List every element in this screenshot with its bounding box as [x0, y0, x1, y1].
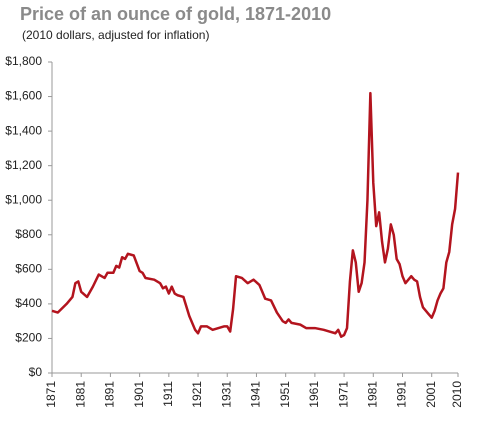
x-tick-label: 2001: [424, 381, 438, 408]
y-tick-label: $600: [15, 262, 42, 276]
y-tick-label: $1,800: [5, 54, 42, 68]
y-tick-label: $400: [15, 296, 42, 310]
chart-title: Price of an ounce of gold, 1871-2010: [20, 4, 331, 24]
x-tick-label: 1891: [103, 381, 117, 408]
x-tick-label: 1921: [190, 381, 204, 408]
x-tick-label: 1971: [336, 381, 350, 408]
y-tick-label: $1,200: [5, 158, 42, 172]
x-tick-label: 1881: [73, 381, 87, 408]
y-tick-label: $800: [15, 227, 42, 241]
x-tick-label: 1931: [219, 381, 233, 408]
chart-subtitle: (2010 dollars, adjusted for inflation): [22, 28, 209, 42]
x-tick-label: 1911: [161, 381, 175, 407]
y-tick-label: $200: [15, 331, 42, 345]
y-tick-label: $1,400: [5, 123, 42, 137]
y-tick-label: $0: [29, 365, 43, 379]
x-tick-label: 1901: [132, 381, 146, 408]
y-tick-label: $1,000: [5, 192, 42, 206]
x-tick-label: 2010: [450, 381, 464, 408]
x-tick-label: 1871: [44, 381, 58, 408]
x-tick-label: 1991: [395, 381, 409, 408]
price-line: [51, 91, 460, 338]
x-tick-label: 1981: [365, 381, 379, 408]
x-tick-label: 1941: [249, 381, 263, 408]
x-tick-label: 1951: [278, 381, 292, 408]
y-tick-label: $1,600: [5, 89, 42, 103]
x-tick-label: 1961: [307, 381, 321, 408]
